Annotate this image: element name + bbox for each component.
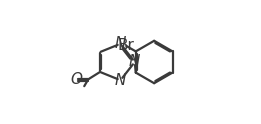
Text: N: N xyxy=(129,55,140,69)
Text: N: N xyxy=(115,36,126,51)
Text: Br: Br xyxy=(118,38,135,53)
Text: N: N xyxy=(115,73,126,88)
Text: O: O xyxy=(70,72,82,87)
